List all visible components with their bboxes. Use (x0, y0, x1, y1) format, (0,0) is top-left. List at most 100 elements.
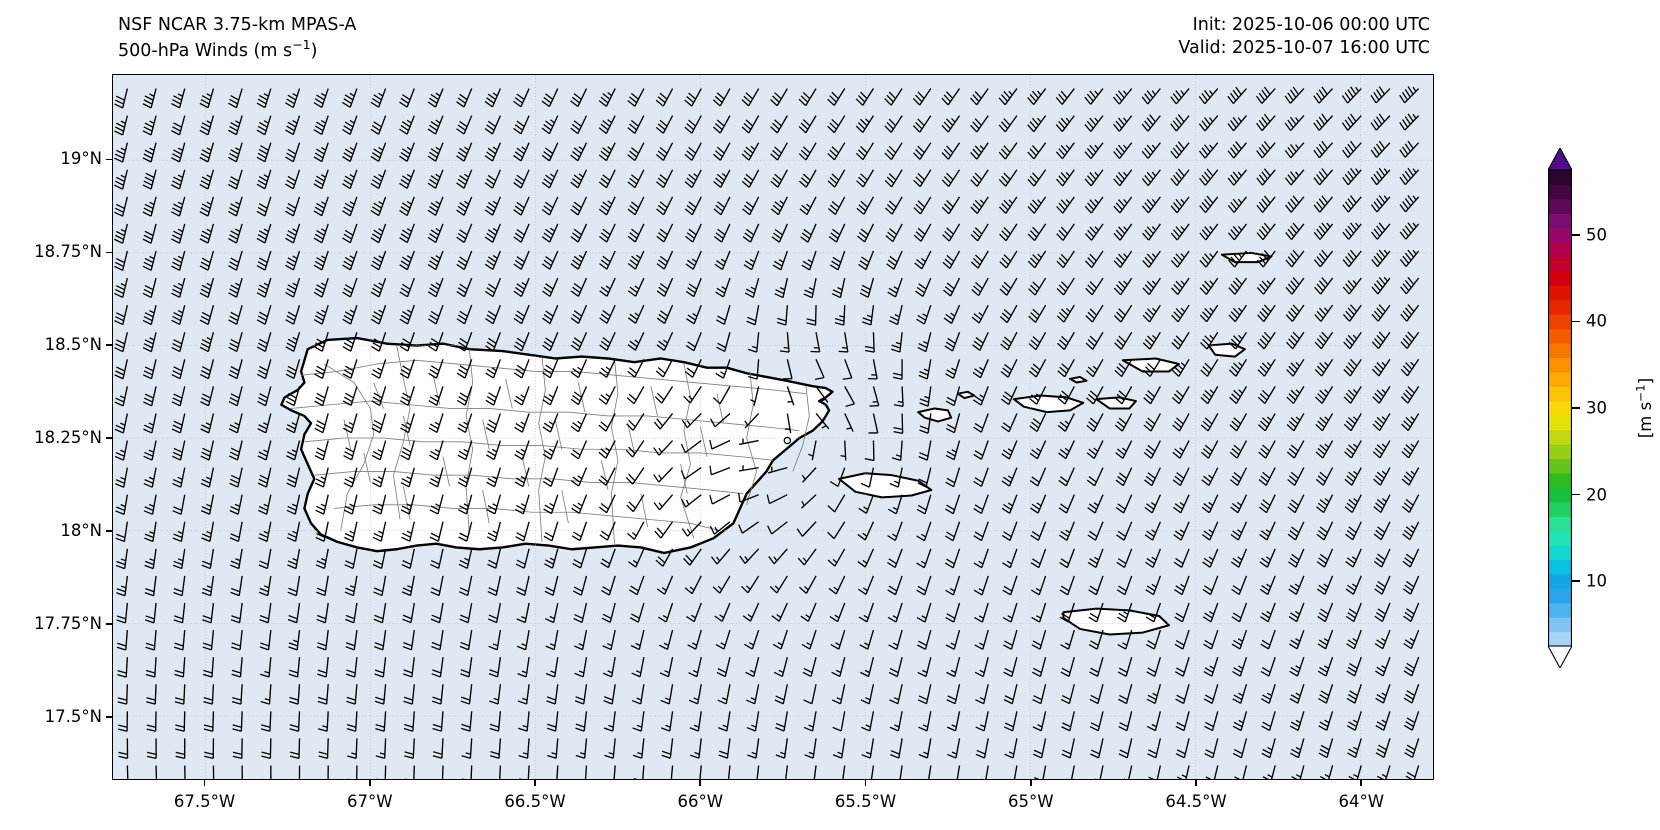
wind-barb (626, 494, 645, 513)
wind-barb (431, 684, 444, 705)
wind-barb (598, 413, 616, 432)
wind-barb (654, 521, 674, 539)
wind-barb (886, 250, 903, 270)
wind-barb (514, 467, 530, 488)
wind-barb (809, 765, 817, 779)
wind-barb (856, 196, 875, 215)
wind-barb (600, 548, 616, 569)
wind-barb (1117, 602, 1133, 623)
wind-barb (171, 115, 186, 136)
wind-barb (1200, 386, 1219, 405)
wind-barb (199, 223, 215, 244)
wind-barb (1118, 711, 1133, 732)
wind-barb (428, 304, 444, 325)
wind-barb (1114, 304, 1133, 323)
wind-barb (570, 223, 588, 243)
island-small-cay-b (1069, 375, 1088, 384)
wind-barb (428, 413, 444, 434)
wind-barb (972, 359, 989, 379)
wind-barb (313, 332, 329, 352)
wind-barb (1318, 684, 1334, 704)
wind-barb (1009, 765, 1018, 779)
wind-barb (973, 413, 989, 433)
wind-barb (973, 440, 989, 460)
wind-barb (1112, 88, 1133, 105)
wind-barb (487, 575, 502, 597)
wind-barb (142, 142, 157, 163)
wind-barb (142, 88, 157, 109)
wind-barb (709, 465, 731, 476)
wind-barb (228, 413, 243, 434)
wind-barb (570, 277, 588, 297)
wind-barb (432, 738, 444, 759)
wind-barb (228, 359, 243, 380)
wind-barb (142, 169, 157, 190)
wind-barb (484, 277, 502, 298)
wind-barb (1373, 521, 1391, 541)
wind-barb (945, 467, 961, 488)
wind-barb (1113, 115, 1133, 132)
wind-barb (838, 765, 846, 779)
map-plot-area[interactable] (112, 74, 1434, 780)
wind-barb (570, 359, 588, 379)
wind-barb (1232, 738, 1248, 759)
wind-barb (1227, 115, 1247, 132)
wind-barb (656, 169, 674, 189)
wind-barb (1288, 629, 1305, 650)
wind-barb (599, 331, 616, 351)
wind-barb (945, 440, 961, 461)
wind-barb (428, 386, 444, 406)
wind-barb (858, 602, 875, 623)
wind-barb (655, 358, 674, 378)
wind-barb (631, 657, 645, 678)
wind-barb (713, 142, 731, 161)
wind-barb (485, 331, 502, 352)
wind-barb (1058, 521, 1075, 541)
wind-barb (888, 629, 903, 650)
wind-barb (884, 88, 903, 106)
wind-barb (400, 413, 415, 434)
wind-barb (342, 223, 358, 244)
wind-barb (1202, 575, 1219, 596)
wind-barb (1028, 277, 1047, 296)
wind-barb (998, 169, 1018, 187)
wind-barb (172, 467, 186, 488)
wind-barb (864, 440, 875, 462)
wind-barb (1229, 467, 1248, 486)
wind-barb (1143, 440, 1161, 459)
wind-barb (859, 277, 875, 298)
wind-barb (370, 115, 387, 135)
wind-barb (974, 629, 989, 650)
wind-barb (712, 115, 731, 134)
wind-barb (684, 575, 702, 595)
wind-barb (173, 575, 186, 597)
colorbar-tick-label: 50 (1586, 225, 1607, 245)
wind-barb (627, 277, 645, 297)
wind-barb (945, 386, 961, 407)
wind-barb (973, 467, 989, 487)
wind-barb (857, 521, 875, 541)
colorbar[interactable]: 10 20 30 40 50 [m s−1] (1548, 148, 1658, 668)
wind-barb (1404, 711, 1420, 731)
wind-barb (174, 657, 186, 678)
wind-barb (1286, 386, 1305, 404)
wind-barb (486, 467, 502, 488)
wind-barb (584, 765, 588, 779)
wind-barb (231, 630, 243, 651)
wind-barb (571, 494, 588, 514)
wind-barb (572, 548, 588, 569)
wind-barb (489, 738, 502, 759)
wind-barb (461, 738, 473, 759)
wind-barb (866, 765, 875, 779)
wind-barb (810, 332, 821, 353)
wind-barb (715, 277, 731, 298)
wind-barb (999, 304, 1018, 324)
x-axis-tickmark (864, 780, 867, 786)
wind-barb (860, 684, 875, 705)
wind-barb (485, 386, 502, 406)
wind-barb (1399, 249, 1420, 267)
wind-barb (541, 250, 559, 270)
wind-barb (285, 386, 301, 407)
wind-barb (975, 738, 989, 759)
wind-barb (456, 304, 473, 325)
